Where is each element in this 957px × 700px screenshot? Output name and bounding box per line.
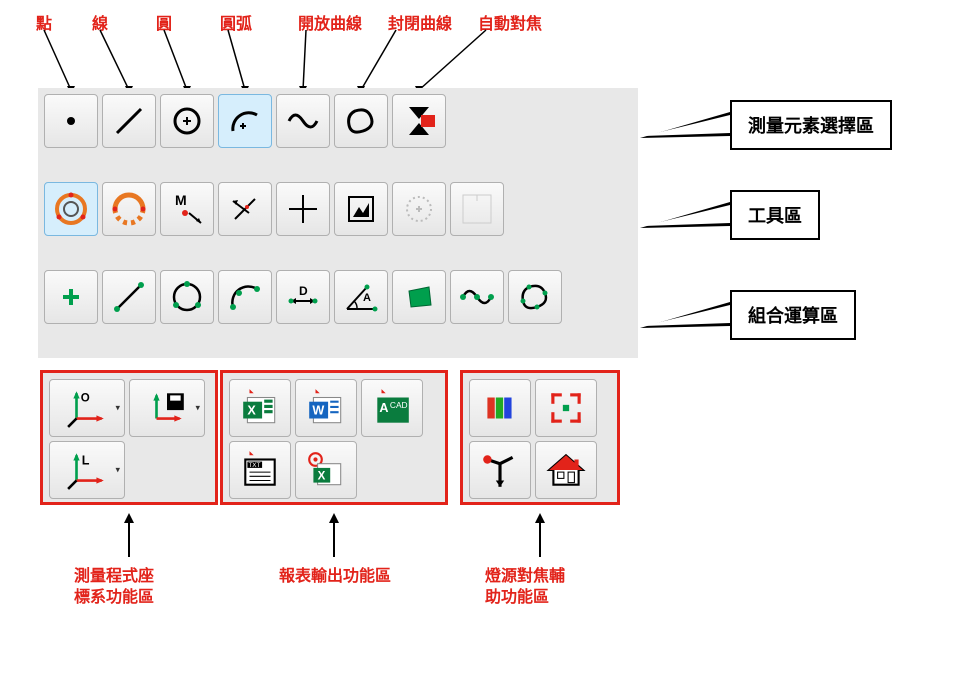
coord-group-btn-origin-axes[interactable]: O [49, 379, 125, 437]
light-group-btn-rgb[interactable] [469, 379, 531, 437]
element-btn-point[interactable] [44, 94, 98, 148]
light-group-btn-home[interactable] [535, 441, 597, 499]
combine-btn-g-circle[interactable] [160, 270, 214, 324]
svg-text:TXT: TXT [248, 462, 260, 469]
element-btn-autofocus[interactable] [392, 94, 446, 148]
report-group-btn-excel[interactable]: X [229, 379, 291, 437]
top-label-3: 圓弧 [220, 10, 252, 34]
combine-btn-g-line[interactable] [102, 270, 156, 324]
coord-group-btn-save-axes[interactable] [129, 379, 205, 437]
callout-2: 組合運算區 [730, 290, 856, 340]
top-label-2: 圓 [156, 10, 172, 34]
report-group-btn-txt[interactable]: TXT [229, 441, 291, 499]
element-btn-wave[interactable] [276, 94, 330, 148]
tool-btn-ring[interactable] [102, 182, 156, 236]
svg-text:O: O [81, 393, 90, 405]
svg-text:D: D [299, 284, 308, 298]
top-label-6: 自動對焦 [478, 10, 542, 34]
coord-group-btn-l-axes[interactable]: L [49, 441, 125, 499]
main-panel: M DA [38, 88, 638, 358]
light-group-btn-branch[interactable] [469, 441, 531, 499]
svg-text:CAD: CAD [390, 400, 408, 410]
top-label-4: 開放曲線 [298, 10, 362, 34]
tool-row: M [38, 176, 638, 242]
report-group-box: X W ACAD TXT X [220, 370, 448, 505]
element-btn-circle-plus[interactable] [160, 94, 214, 148]
coord-group-box: OL [40, 370, 218, 505]
tool-btn-blank[interactable] [450, 182, 504, 236]
combine-btn-g-quad[interactable] [392, 270, 446, 324]
svg-text:W: W [312, 403, 324, 417]
report-group-btn-excel-gear[interactable]: X [295, 441, 357, 499]
element-btn-closed-curve[interactable] [334, 94, 388, 148]
svg-text:A: A [363, 292, 371, 304]
svg-text:A: A [379, 401, 388, 415]
report-group-btn-word[interactable]: W [295, 379, 357, 437]
svg-text:L: L [82, 454, 90, 468]
combine-btn-g-dim[interactable]: D [276, 270, 330, 324]
callout-1: 工具區 [730, 190, 820, 240]
report-group-btn-cad[interactable]: ACAD [361, 379, 423, 437]
callout-0: 測量元素選擇區 [730, 100, 892, 150]
tool-btn-crosshair[interactable] [276, 182, 330, 236]
tool-btn-m-pt[interactable]: M [160, 182, 214, 236]
tool-btn-ring-sel[interactable] [44, 182, 98, 236]
combine-row: DA [38, 264, 638, 330]
combine-btn-g-arc2[interactable] [218, 270, 272, 324]
tool-btn-box-mountain[interactable] [334, 182, 388, 236]
combine-btn-g-angle[interactable]: A [334, 270, 388, 324]
top-label-0: 點 [36, 10, 52, 34]
light-group-label: 燈源對焦輔助功能區 [485, 567, 565, 609]
tool-btn-cross-arrow[interactable] [218, 182, 272, 236]
light-group-box [460, 370, 620, 505]
combine-btn-g-wave[interactable] [450, 270, 504, 324]
combine-btn-g-plus[interactable] [44, 270, 98, 324]
report-group-label: 報表輸出功能區 [279, 567, 391, 588]
combine-btn-g-spline[interactable] [508, 270, 562, 324]
light-group-btn-target[interactable] [535, 379, 597, 437]
svg-text:X: X [318, 470, 326, 482]
element-select-row [38, 88, 638, 154]
svg-text:X: X [247, 403, 256, 417]
top-label-1: 線 [92, 10, 108, 34]
svg-text:M: M [175, 192, 187, 208]
top-label-5: 封閉曲線 [388, 10, 452, 34]
element-btn-line[interactable] [102, 94, 156, 148]
tool-btn-dot-circ[interactable] [392, 182, 446, 236]
element-btn-arc-plus[interactable] [218, 94, 272, 148]
coord-group-label: 測量程式座標系功能區 [74, 567, 154, 609]
